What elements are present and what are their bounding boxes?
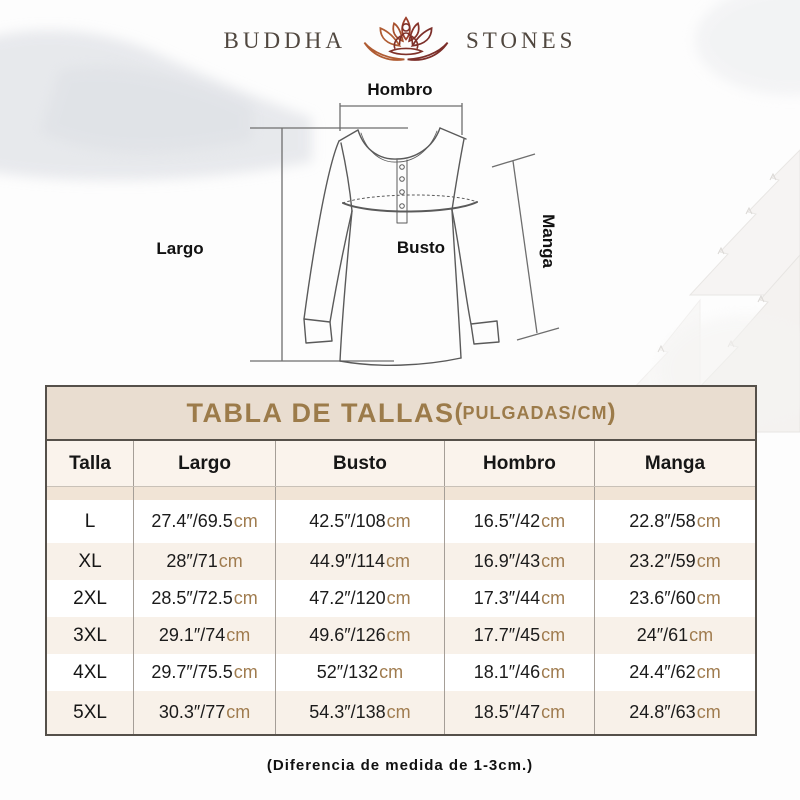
measurement-cell: 27.4″/69.5 cm <box>134 500 277 543</box>
unit-suffix: cm <box>233 588 258 608</box>
column-header-busto: Busto <box>276 441 445 486</box>
unit-suffix: cm <box>233 511 258 531</box>
measurement-cell: 24″/61 cm <box>636 625 714 645</box>
measurement-cell: 28″/71 cm <box>134 543 277 580</box>
column-header-hombro: Hombro <box>445 441 595 486</box>
unit-suffix: cm <box>386 511 411 531</box>
column-header-manga: Manga <box>644 452 706 474</box>
unit-suffix: cm <box>541 625 566 645</box>
length-dimension-label: Largo <box>156 239 204 258</box>
size-cell: L <box>47 500 135 543</box>
size-cell: XL <box>47 543 135 580</box>
unit-suffix: cm <box>226 625 251 645</box>
measurement-cell: 44.9″/114 cm <box>276 543 445 580</box>
size-cell: 4XL <box>47 654 135 691</box>
size-cell: 3XL <box>47 617 135 654</box>
table-header-row: Talla Largo Busto Hombro Manga <box>47 441 755 487</box>
table-title-paren-close: ) <box>607 399 616 426</box>
brand-name-left: BUDDHA <box>223 28 346 53</box>
measurement-cell: 18.5″/47 cm <box>445 691 595 734</box>
measurement-cell: 17.7″/45 cm <box>445 617 595 654</box>
table-row-xl: XL 28″/71 cm 44.9″/114 cm 16.9″/43 cm 23.2″/59 c… <box>47 543 755 580</box>
unit-suffix: cm <box>233 662 258 682</box>
measurement-cell: 17.3″/44 cm <box>445 580 595 617</box>
table-row-5xl: 5XL 30.3″/77 cm 54.3″/138 cm 18.5″/47 cm 24.8″/… <box>47 691 755 734</box>
measurement-cell: 16.5″/42 cm <box>445 500 595 543</box>
measurement-cell: 24.8″/63 cm <box>629 702 721 722</box>
unit-suffix: cm <box>696 662 721 682</box>
unit-suffix: cm <box>696 702 721 722</box>
table-row-2xl: 2XL 28.5″/72.5 cm 47.2″/120 cm 17.3″/44 cm 23.6… <box>47 580 755 617</box>
unit-suffix: cm <box>386 702 411 722</box>
measurement-cell: 29.7″/75.5 cm <box>134 654 277 691</box>
measurement-cell: 29.1″/74 cm <box>134 617 277 654</box>
unit-suffix: cm <box>696 588 721 608</box>
unit-suffix: cm <box>696 551 721 571</box>
unit-suffix: cm <box>541 662 566 682</box>
unit-suffix: cm <box>541 702 566 722</box>
measurement-cell: 47.2″/120 cm <box>276 580 445 617</box>
measurement-cell: 23.2″/59 cm <box>629 551 721 571</box>
measurement-cell: 49.6″/126 cm <box>276 617 445 654</box>
table-title-main: TABLA DE TALLAS <box>186 397 455 428</box>
measurement-cell: 23.6″/60 cm <box>629 588 721 608</box>
measurement-cell: 18.1″/46 cm <box>445 654 595 691</box>
unit-suffix: cm <box>541 511 566 531</box>
column-header-largo: Largo <box>134 441 277 486</box>
unit-suffix: cm <box>226 702 251 722</box>
bust-dimension-label: Busto <box>396 238 446 257</box>
size-table: TABLA DE TALLAS ( PULGADAS/CM ) Talla Lar… <box>45 385 757 736</box>
brand-logo: BUDDHA STONES <box>0 6 800 76</box>
unit-suffix: cm <box>696 511 721 531</box>
table-title-paren-open: ( <box>454 399 463 426</box>
unit-suffix: cm <box>386 551 410 571</box>
unit-suffix: cm <box>541 588 566 608</box>
unit-suffix: cm <box>541 551 566 571</box>
table-row-4xl: 4XL 29.7″/75.5 cm 52″/132 cm 18.1″/46 cm 24.4″/… <box>47 654 755 691</box>
table-row-l: L 27.4″/69.5 cm 42.5″/108 cm 16.5″/42 cm 22.8″/… <box>47 500 755 543</box>
measurement-cell: 28.5″/72.5 cm <box>134 580 277 617</box>
unit-suffix: cm <box>386 588 411 608</box>
column-header-talla: Talla <box>47 441 135 486</box>
measurement-cell: 52″/132 cm <box>276 654 445 691</box>
measurement-cell: 22.8″/58 cm <box>629 511 721 531</box>
table-title-sub: PULGADAS/CM <box>462 402 608 423</box>
size-cell: 2XL <box>47 580 135 617</box>
table-row-3xl: 3XL 29.1″/74 cm 49.6″/126 cm 17.7″/45 cm 24″/61… <box>47 617 755 654</box>
brand-name-right: STONES <box>465 28 577 53</box>
unit-suffix: cm <box>218 551 243 571</box>
table-body: L 27.4″/69.5 cm 42.5″/108 cm 16.5″/42 cm 22.8″/… <box>47 500 755 734</box>
unit-suffix: cm <box>689 625 714 645</box>
unit-suffix: cm <box>379 662 404 682</box>
table-spacer-row <box>47 487 755 500</box>
size-cell: 5XL <box>47 691 135 734</box>
shoulder-dimension-label: Hombro <box>367 80 433 99</box>
measurement-cell: 30.3″/77 cm <box>134 691 277 734</box>
measurement-cell: 16.9″/43 cm <box>445 543 595 580</box>
measurement-cell: 24.4″/62 cm <box>629 662 721 682</box>
measurement-cell: 42.5″/108 cm <box>276 500 445 543</box>
table-title: TABLA DE TALLAS ( PULGADAS/CM ) <box>47 387 755 441</box>
measurement-cell: 54.3″/138 cm <box>276 691 445 734</box>
tolerance-note: (Diferencia de medida de 1-3cm.) <box>266 757 534 774</box>
lotus-icon <box>363 16 449 61</box>
unit-suffix: cm <box>386 625 411 645</box>
sleeve-dimension-label: Manga <box>539 214 558 268</box>
